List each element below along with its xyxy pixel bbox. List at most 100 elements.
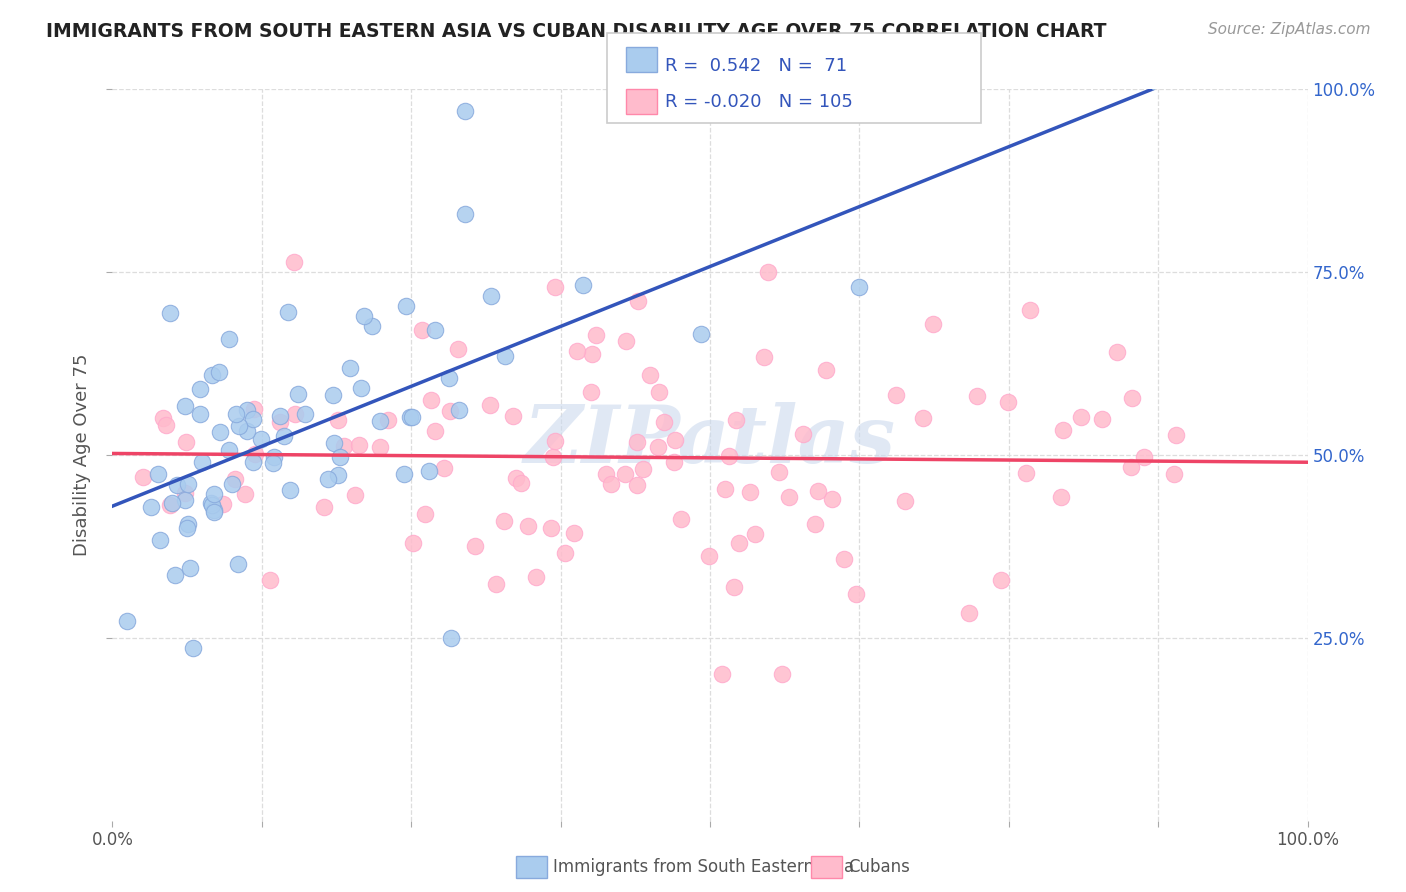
Point	[177, 516, 200, 531]
Point	[360, 319, 382, 334]
Point	[333, 439, 356, 453]
Point	[200, 496, 222, 510]
Point	[402, 535, 425, 549]
Point	[377, 412, 399, 426]
Point	[413, 507, 436, 521]
Point	[626, 477, 648, 491]
Point	[262, 456, 284, 470]
Point	[233, 486, 256, 500]
Point	[269, 409, 291, 423]
Point	[188, 407, 211, 421]
Point	[544, 434, 567, 449]
Point	[339, 360, 361, 375]
Point	[832, 551, 855, 566]
Point	[807, 484, 830, 499]
Point	[423, 323, 446, 337]
Point	[740, 485, 762, 500]
Point	[294, 408, 316, 422]
Point	[152, 411, 174, 425]
Point	[690, 326, 713, 341]
Text: Source: ZipAtlas.com: Source: ZipAtlas.com	[1208, 22, 1371, 37]
Point	[312, 500, 335, 514]
Point	[201, 498, 224, 512]
Point	[235, 403, 257, 417]
Point	[648, 384, 671, 399]
Point	[1163, 467, 1185, 481]
Point	[815, 362, 838, 376]
Point	[600, 477, 623, 491]
Point	[392, 467, 415, 482]
Point	[155, 418, 177, 433]
Point	[647, 440, 669, 454]
Point	[277, 304, 299, 318]
Point	[401, 410, 423, 425]
Point	[778, 490, 800, 504]
Point	[273, 429, 295, 443]
Point	[754, 350, 776, 364]
Point	[1164, 428, 1187, 442]
Point	[718, 449, 741, 463]
Point	[758, 264, 780, 278]
Point	[202, 487, 225, 501]
Point	[316, 471, 339, 485]
Point	[284, 407, 307, 421]
Point	[411, 323, 433, 337]
Point	[652, 415, 675, 429]
Point	[479, 289, 502, 303]
Point	[159, 305, 181, 319]
Point	[148, 467, 170, 481]
Point	[613, 467, 636, 482]
Point	[353, 309, 375, 323]
Point	[697, 549, 720, 563]
Point	[329, 450, 352, 465]
Point	[132, 470, 155, 484]
Point	[181, 640, 204, 655]
Point	[326, 467, 349, 482]
Point	[990, 574, 1012, 588]
Point	[768, 466, 790, 480]
Point	[115, 614, 138, 628]
Point	[595, 467, 617, 481]
Point	[572, 278, 595, 293]
Point	[922, 318, 945, 332]
Point	[449, 402, 471, 417]
Point	[368, 441, 391, 455]
Point	[510, 475, 533, 490]
Point	[174, 399, 197, 413]
Point	[322, 388, 344, 402]
Point	[744, 527, 766, 541]
Point	[454, 104, 477, 119]
Point	[343, 487, 366, 501]
Point	[166, 477, 188, 491]
Text: Immigrants from South Eastern Asia: Immigrants from South Eastern Asia	[553, 858, 853, 876]
Point	[202, 503, 225, 517]
Point	[287, 387, 309, 401]
Point	[997, 395, 1019, 409]
Point	[1070, 410, 1092, 425]
Point	[884, 387, 907, 401]
Point	[1091, 412, 1114, 426]
Point	[174, 485, 197, 500]
Point	[792, 427, 814, 442]
Point	[221, 476, 243, 491]
Point	[554, 546, 576, 560]
Point	[263, 450, 285, 464]
Point	[218, 332, 240, 346]
Point	[724, 413, 747, 427]
Point	[190, 455, 212, 469]
Point	[711, 667, 734, 681]
Point	[439, 404, 461, 418]
Point	[485, 577, 508, 591]
Point	[165, 568, 187, 582]
Point	[723, 580, 745, 594]
Point	[399, 409, 422, 424]
Point	[139, 500, 162, 514]
Point	[567, 343, 589, 358]
Point	[269, 415, 291, 429]
Point	[848, 279, 870, 293]
Point	[957, 606, 980, 620]
Point	[478, 398, 501, 412]
Point	[370, 414, 392, 428]
Text: IMMIGRANTS FROM SOUTH EASTERN ASIA VS CUBAN DISABILITY AGE OVER 75 CORRELATION C: IMMIGRANTS FROM SOUTH EASTERN ASIA VS CU…	[46, 22, 1107, 41]
Y-axis label: Disability Age Over 75: Disability Age Over 75	[73, 353, 91, 557]
